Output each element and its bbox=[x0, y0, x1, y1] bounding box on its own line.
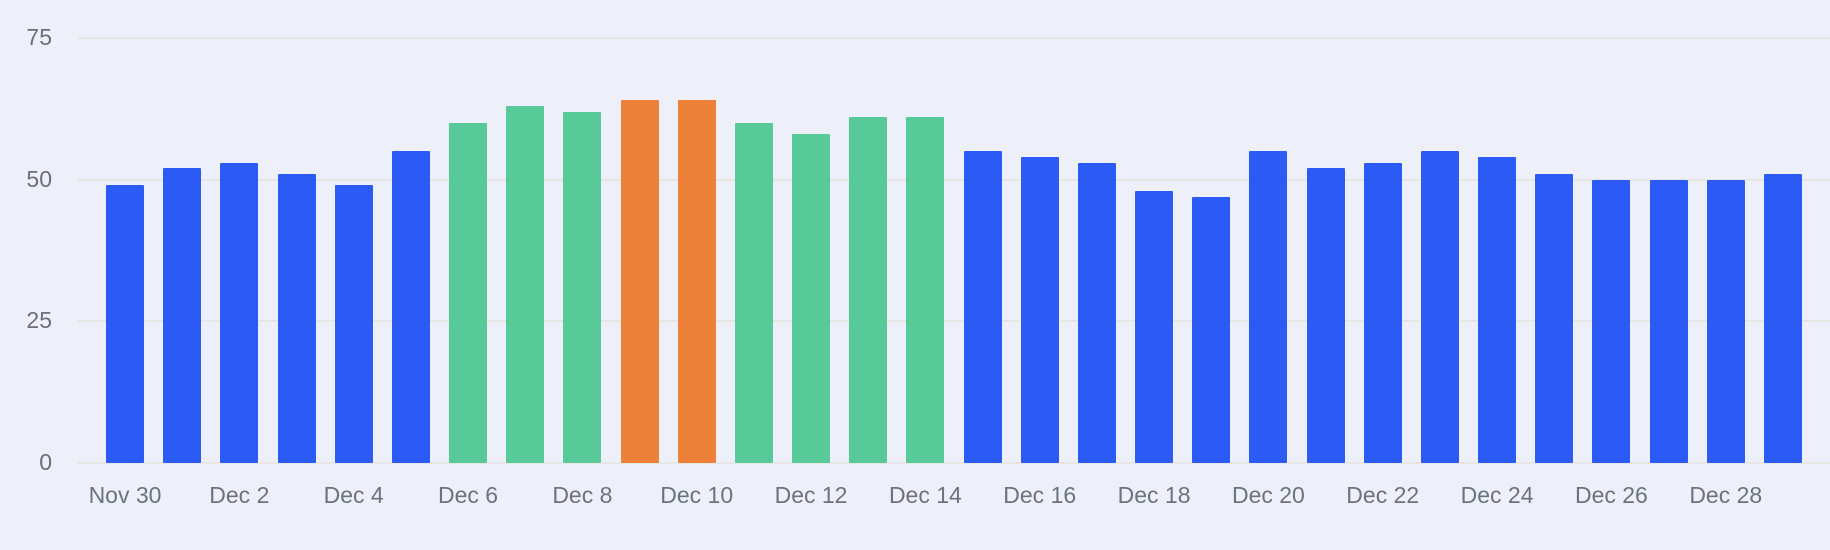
x-tick-label-dec-16: Dec 16 bbox=[1003, 482, 1077, 508]
bar-dec-20[interactable] bbox=[1249, 151, 1288, 463]
bar-nov-30[interactable] bbox=[106, 185, 144, 463]
y-tick-label-0: 0 bbox=[39, 449, 52, 475]
gridline-50 bbox=[78, 178, 1830, 181]
y-tick-label-50: 50 bbox=[26, 165, 52, 192]
x-tick-label-dec-26: Dec 26 bbox=[1574, 482, 1648, 508]
x-tick-label-dec-8: Dec 8 bbox=[552, 482, 613, 508]
bar-dec-6[interactable] bbox=[449, 123, 488, 463]
bar-dec-18[interactable] bbox=[1135, 191, 1174, 463]
x-tick-label-dec-20: Dec 20 bbox=[1231, 482, 1305, 508]
gridline-25 bbox=[78, 320, 1830, 323]
bar-dec-23[interactable] bbox=[1420, 151, 1459, 463]
bar-dec-11[interactable] bbox=[734, 123, 773, 463]
bar-dec-17[interactable] bbox=[1077, 162, 1116, 463]
y-tick-label-25: 25 bbox=[26, 307, 52, 334]
x-tick-label-dec-12: Dec 12 bbox=[774, 482, 848, 508]
bar-dec-28[interactable] bbox=[1706, 179, 1745, 463]
bar-dec-4[interactable] bbox=[334, 185, 373, 463]
bar-dec-1[interactable] bbox=[163, 168, 202, 463]
x-tick-label-dec-18: Dec 18 bbox=[1117, 482, 1191, 508]
x-tick-label-dec-24: Dec 24 bbox=[1460, 482, 1534, 508]
bar-dec-15[interactable] bbox=[963, 151, 1002, 463]
bar-dec-12[interactable] bbox=[792, 134, 831, 463]
bar-dec-16[interactable] bbox=[1020, 157, 1059, 463]
bar-dec-26[interactable] bbox=[1592, 179, 1631, 463]
bar-dec-22[interactable] bbox=[1363, 162, 1402, 463]
y-tick-label-75: 75 bbox=[26, 24, 52, 50]
bar-dec-2[interactable] bbox=[220, 162, 259, 463]
gridline-75 bbox=[78, 37, 1830, 39]
x-tick-label-dec-10: Dec 10 bbox=[660, 482, 734, 508]
x-tick-label-dec-22: Dec 22 bbox=[1346, 482, 1420, 508]
x-tick-label-dec-28: Dec 28 bbox=[1689, 482, 1763, 508]
bar-dec-24[interactable] bbox=[1478, 157, 1517, 463]
x-tick-label-nov-30: Nov 30 bbox=[88, 482, 162, 508]
bar-dec-19[interactable] bbox=[1192, 196, 1231, 463]
bar-dec-9[interactable] bbox=[620, 100, 659, 463]
bar-dec-8[interactable] bbox=[563, 111, 602, 463]
x-tick-label-dec-4: Dec 4 bbox=[323, 482, 384, 508]
bar-dec-10[interactable] bbox=[677, 100, 716, 463]
bar-dec-3[interactable] bbox=[277, 174, 316, 463]
gridline-0 bbox=[78, 462, 1830, 464]
bar-dec-25[interactable] bbox=[1535, 174, 1574, 463]
bar-dec-14[interactable] bbox=[906, 117, 945, 463]
bar-dec-7[interactable] bbox=[506, 106, 545, 463]
bar-dec-5[interactable] bbox=[391, 151, 430, 463]
x-tick-label-dec-6: Dec 6 bbox=[437, 482, 499, 508]
bar-dec-21[interactable] bbox=[1306, 168, 1345, 463]
bar-dec-13[interactable] bbox=[849, 117, 888, 463]
bar-dec-27[interactable] bbox=[1649, 179, 1688, 463]
x-tick-label-dec-14: Dec 14 bbox=[888, 482, 962, 508]
bar-dec-29[interactable] bbox=[1763, 174, 1802, 463]
x-tick-label-dec-2: Dec 2 bbox=[209, 482, 270, 508]
